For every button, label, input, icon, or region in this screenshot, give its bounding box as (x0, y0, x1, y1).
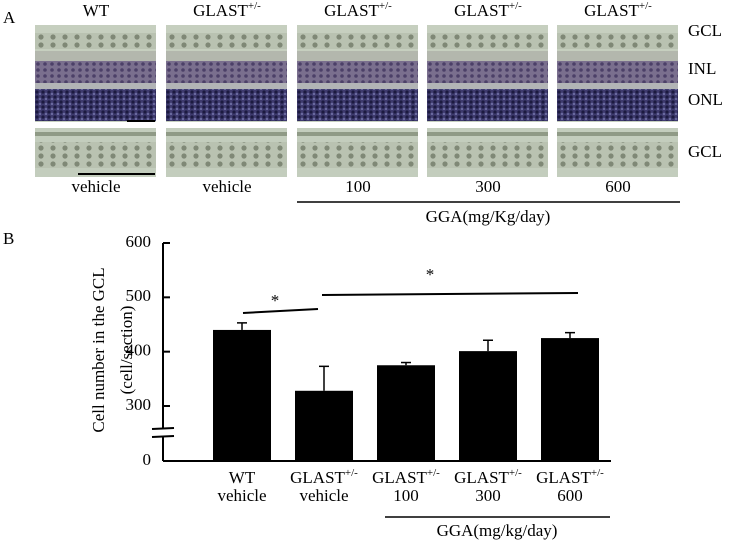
treatment-label: 300 (475, 177, 501, 196)
bar (213, 329, 271, 461)
x-tick-label: 600 (557, 486, 583, 505)
treatment-label: 600 (605, 177, 631, 196)
y-tick-label: 600 (126, 232, 152, 251)
axis-break (151, 435, 175, 438)
bar (295, 390, 353, 461)
column-header-text: GLAST (324, 1, 379, 20)
y-tick-label: 400 (126, 341, 152, 360)
x-tick-label: GLAST+/- (290, 467, 358, 487)
bar (377, 365, 435, 461)
group-label: GGA(mg/kg/day) (437, 521, 558, 540)
significance-star: * (271, 291, 280, 310)
x-tick-label-text: WT (229, 468, 256, 487)
y-axis-label: (cell/section) (117, 306, 136, 395)
x-tick-label: 300 (475, 486, 501, 505)
column-header-text: WT (83, 1, 110, 20)
x-tick-label-sup: +/- (345, 467, 358, 479)
column-header: GLAST+/- (584, 0, 652, 20)
x-tick-label: GLAST+/- (454, 467, 522, 487)
axis-break-gap (160, 429, 166, 437)
x-tick-label: 100 (393, 486, 419, 505)
column-header-text: GLAST (584, 1, 639, 20)
panel-label: A (3, 8, 16, 27)
treatment-label: vehicle (202, 177, 251, 196)
column-header: GLAST+/- (193, 0, 261, 20)
chart-lines (242, 292, 610, 518)
significance-star: * (426, 265, 435, 284)
x-tick-label-sup: +/- (591, 467, 604, 479)
layer-label: ONL (688, 90, 723, 109)
y-tick-label: 0 (143, 450, 152, 469)
y-axis-label: Cell number in the GCL (89, 267, 108, 432)
y-tick-label: 300 (126, 395, 152, 414)
column-header-sup: +/- (509, 0, 522, 12)
x-tick-label: vehicle (299, 486, 348, 505)
column-header: GLAST+/- (454, 0, 522, 20)
treatment-group: GGA(mg/Kg/day) (426, 207, 551, 226)
layer-label: GCL (688, 21, 722, 40)
x-tick-label-sup: +/- (427, 467, 440, 479)
column-header-text: GLAST (454, 1, 509, 20)
column-header: GLAST+/- (324, 0, 392, 20)
x-tick-label: WT (229, 468, 256, 487)
x-tick-label-text: GLAST (536, 468, 591, 487)
treatment-label: 100 (345, 177, 371, 196)
x-tick-label-sup: +/- (509, 467, 522, 479)
column-header-text: GLAST (193, 1, 248, 20)
x-tick-label: GLAST+/- (536, 467, 604, 487)
treatment-label: vehicle (71, 177, 120, 196)
bar (541, 338, 599, 461)
layer-label: GCL (688, 142, 722, 161)
x-tick-label: GLAST+/- (372, 467, 440, 487)
x-tick-label-text: GLAST (290, 468, 345, 487)
y-tick-label: 500 (126, 286, 152, 305)
panel-label: B (3, 229, 14, 248)
column-header-sup: +/- (639, 0, 652, 12)
x-tick-label: vehicle (217, 486, 266, 505)
x-tick-label-text: GLAST (372, 468, 427, 487)
column-header: WT (83, 1, 110, 20)
bar (459, 351, 517, 461)
column-header-sup: +/- (248, 0, 261, 12)
x-tick-label-text: GLAST (454, 468, 509, 487)
layer-label: INL (688, 59, 716, 78)
axis-break (151, 427, 175, 430)
histology-images (35, 25, 680, 203)
column-header-sup: +/- (379, 0, 392, 12)
